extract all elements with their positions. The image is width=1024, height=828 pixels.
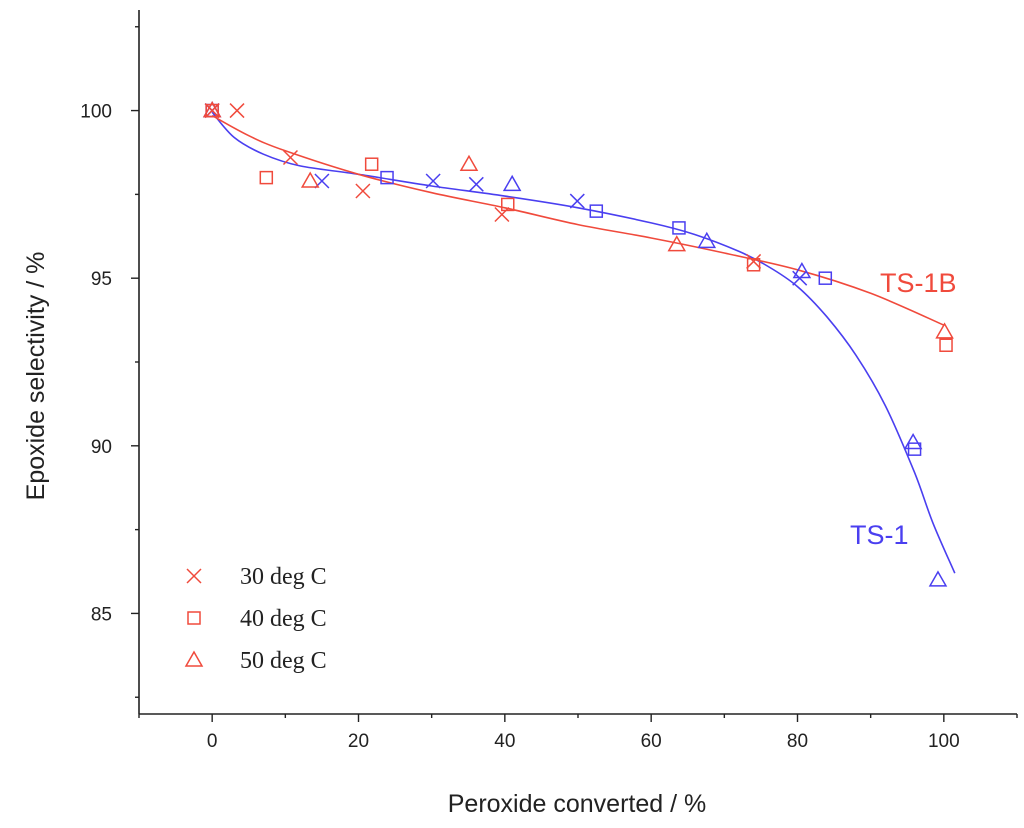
legend-marker-x (186, 568, 202, 584)
data-point-ts-1-triangle (697, 231, 717, 249)
data-point-ts-1-x (425, 173, 441, 189)
x-tick-label: 100 (928, 731, 960, 752)
data-point-ts-1b-x (229, 103, 245, 119)
curve-label-ts-1: TS-1 (850, 520, 909, 550)
legend-item: 50 deg C (184, 648, 327, 674)
y-axis-title: Epoxide selectivity / % (22, 252, 50, 501)
x-marker-stroke (746, 253, 762, 269)
data-point-ts-1b-x (355, 183, 371, 199)
data-point-ts-1b-triangle (202, 101, 222, 118)
x-marker-stroke (355, 183, 371, 199)
legend-label: 50 deg C (240, 648, 327, 674)
x-marker-stroke (186, 568, 202, 584)
data-point-ts-1b-triangle (459, 154, 479, 171)
data-point-ts-1b-square (939, 338, 953, 352)
chart-labels: Peroxide converted / % Epoxide selectivi… (22, 252, 957, 818)
x-marker-stroke (569, 193, 585, 209)
data-point-ts-1-square (672, 221, 686, 235)
legend-marker-triangle (184, 650, 204, 667)
fit-curves (211, 111, 956, 574)
y-tick-label: 85 (91, 604, 112, 625)
y-tick-label: 100 (80, 102, 112, 123)
x-marker-stroke (282, 149, 298, 166)
data-point-ts-1-triangle (928, 570, 948, 587)
legend-marker-square (187, 611, 201, 625)
data-point-ts-1-triangle (792, 261, 812, 279)
data-point-ts-1-square (380, 170, 394, 185)
data-point-ts-1-x (468, 176, 484, 192)
data-point-ts-1b-triangle (667, 235, 687, 252)
data-point-ts-1b-x (204, 103, 220, 119)
axes: 0 20 40 60 80 100 85 90 95 100 (80, 10, 1018, 752)
legend-label: 40 deg C (240, 606, 327, 632)
data-point-ts-1b-triangle (300, 171, 320, 188)
y-tick-label: 95 (91, 269, 112, 290)
curve-label-ts-1b: TS-1B (880, 268, 957, 298)
legend-label: 30 deg C (240, 564, 327, 590)
x-marker-stroke (229, 103, 245, 119)
data-point-ts-1b-square (746, 258, 761, 272)
x-marker-stroke (204, 103, 220, 119)
data-point-ts-1-triangle (903, 432, 923, 450)
data-points (202, 101, 954, 587)
y-tick-label: 90 (91, 437, 112, 458)
data-point-ts-1b-square (259, 170, 274, 185)
data-point-ts-1-square (818, 271, 833, 285)
data-point-ts-1b-x (282, 149, 298, 166)
data-point-ts-1-x (569, 193, 585, 209)
x-marker-stroke (468, 176, 484, 192)
data-point-ts-1-square (589, 204, 604, 218)
x-tick-label: 60 (641, 731, 662, 752)
fit-curve-ts-1b (211, 114, 945, 326)
x-tick-label: 0 (207, 731, 218, 752)
x-tick-label: 80 (787, 731, 808, 752)
fit-curve-ts-1 (211, 111, 956, 574)
legend-item: 30 deg C (186, 564, 327, 590)
data-point-ts-1b-x (746, 253, 762, 269)
data-point-ts-1b-square (364, 157, 379, 171)
x-tick-label: 20 (348, 731, 369, 752)
x-axis-title: Peroxide converted / % (448, 790, 706, 818)
x-tick-label: 40 (494, 731, 515, 752)
legend-item: 40 deg C (187, 606, 327, 632)
legend: 30 deg C 40 deg C 50 deg C (184, 564, 327, 674)
data-point-ts-1-triangle (502, 174, 522, 192)
data-point-ts-1b-triangle (935, 322, 954, 339)
x-marker-stroke (425, 173, 441, 189)
data-point-ts-1b-square (501, 197, 515, 212)
